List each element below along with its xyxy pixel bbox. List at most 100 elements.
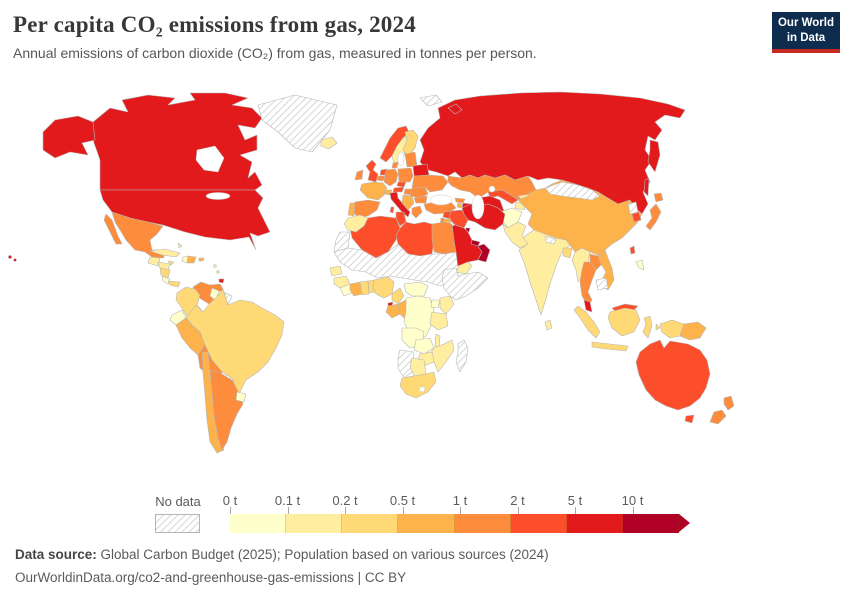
region-nepal[interactable] (544, 235, 557, 245)
region-panama[interactable] (167, 280, 181, 288)
region-denmark[interactable] (391, 161, 399, 169)
region-horn[interactable] (441, 267, 489, 301)
region-greenland[interactable] (257, 94, 338, 153)
region-tunisia[interactable] (395, 211, 407, 227)
region-tasmania[interactable] (684, 414, 695, 424)
region-mongolia[interactable] (544, 181, 601, 201)
region-nigeria[interactable] (372, 276, 395, 299)
region-canada[interactable] (92, 92, 263, 191)
region-srilanka[interactable] (544, 319, 553, 331)
region-portugal[interactable] (347, 202, 356, 217)
legend-segment-b0[interactable] (230, 514, 287, 533)
region-armenia[interactable] (456, 202, 463, 209)
region-trinidad[interactable] (218, 278, 225, 284)
region-italy[interactable] (389, 191, 411, 218)
region-gabon[interactable] (385, 303, 401, 319)
region-pakistan[interactable] (502, 221, 529, 249)
legend-no-data-swatch[interactable] (155, 514, 200, 533)
region-dominicanrep[interactable] (186, 255, 197, 264)
legend-segment-b6[interactable] (566, 514, 623, 533)
region-australia[interactable] (635, 339, 711, 411)
region-antilles-2[interactable] (216, 270, 220, 274)
region-botswana[interactable] (409, 357, 427, 377)
region-uganda[interactable] (430, 299, 441, 309)
region-kamchatka[interactable] (647, 139, 661, 173)
region-morocco[interactable] (343, 214, 369, 233)
region-cambodia[interactable] (595, 277, 609, 291)
region-southafrica[interactable] (399, 371, 437, 399)
region-borneo[interactable] (607, 307, 641, 337)
region-bahamas[interactable] (177, 242, 183, 249)
region-sulawesi[interactable] (642, 315, 653, 339)
region-uruguay[interactable] (235, 391, 247, 403)
region-baltics[interactable] (404, 151, 418, 168)
legend-segment-b2[interactable] (342, 514, 399, 533)
region-newzealand-north[interactable] (723, 395, 735, 411)
region-ukraine[interactable] (411, 174, 449, 193)
region-saharabelt[interactable] (333, 243, 459, 287)
data-source-text[interactable]: Global Carbon Budget (2025); Population … (96, 547, 549, 562)
region-spain[interactable] (351, 199, 381, 219)
region-mozambique[interactable] (429, 339, 455, 373)
legend-segment-b5[interactable] (510, 514, 567, 533)
region-egypt[interactable] (431, 221, 457, 255)
region-hawaii-2[interactable] (13, 258, 17, 262)
region-hokkaido[interactable] (653, 192, 664, 203)
region-belarus[interactable] (412, 163, 430, 177)
region-ireland[interactable] (354, 169, 364, 181)
region-kenya[interactable] (439, 295, 455, 315)
region-novayazemlya[interactable] (447, 103, 463, 115)
region-senegal[interactable] (329, 265, 343, 277)
region-puertorico[interactable] (198, 257, 205, 262)
legend-segment-b4[interactable] (454, 514, 511, 533)
region-cuba[interactable] (149, 248, 181, 258)
region-austria[interactable] (392, 186, 405, 193)
region-sakhalin[interactable] (643, 177, 650, 197)
region-taiwan[interactable] (629, 245, 636, 255)
legend-color-bar[interactable]: 0 t 0.1 t 0.2 t 0.5 t 1 t 2 t 5 t 10 t (223, 493, 690, 533)
region-zambia[interactable] (413, 337, 435, 355)
region-madagascar[interactable] (455, 339, 469, 373)
region-bangladesh[interactable] (562, 247, 573, 259)
region-greece[interactable] (411, 205, 423, 219)
region-jamaica[interactable] (167, 260, 175, 266)
region-cameroon[interactable] (391, 287, 405, 305)
region-czechia[interactable] (396, 181, 407, 188)
region-finland[interactable] (402, 129, 419, 157)
region-nicaragua[interactable] (159, 267, 171, 279)
region-india[interactable] (518, 229, 571, 316)
region-poland[interactable] (397, 167, 414, 183)
region-costarica[interactable] (161, 275, 171, 285)
region-iceland[interactable] (320, 136, 338, 150)
region-guatemala[interactable] (147, 256, 161, 267)
region-svalbard[interactable] (419, 94, 443, 107)
region-uae[interactable] (470, 239, 481, 247)
region-japan[interactable] (645, 203, 662, 231)
region-ivorycoast[interactable] (349, 281, 363, 297)
region-southkorea[interactable] (631, 211, 642, 223)
region-argentina[interactable] (209, 369, 244, 451)
region-malaysia[interactable] (583, 299, 593, 313)
legend-segment-b3[interactable] (398, 514, 455, 533)
region-ghana[interactable] (359, 280, 370, 296)
region-oman[interactable] (477, 243, 491, 263)
region-alaska[interactable] (42, 115, 96, 159)
region-belgium[interactable] (376, 175, 386, 182)
region-bulgaria[interactable] (413, 195, 428, 204)
region-antilles-1[interactable] (213, 264, 217, 268)
region-germany[interactable] (383, 168, 399, 187)
owid-logo[interactable]: Our World in Data (772, 12, 840, 53)
region-uk[interactable] (365, 159, 379, 183)
legend-segment-b7[interactable] (622, 514, 679, 533)
region-tanzania[interactable] (429, 311, 449, 331)
region-baja[interactable] (103, 213, 123, 245)
region-newzealand-south[interactable] (709, 409, 727, 425)
region-georgia[interactable] (454, 197, 466, 204)
region-sardinia[interactable] (389, 206, 395, 214)
region-hawaii-1[interactable] (8, 255, 12, 259)
region-philippines[interactable] (635, 259, 645, 271)
legend-segment-b1[interactable] (286, 514, 343, 533)
attribution-link[interactable]: OurWorldinData.org/co2-and-greenhouse-ga… (15, 570, 407, 585)
